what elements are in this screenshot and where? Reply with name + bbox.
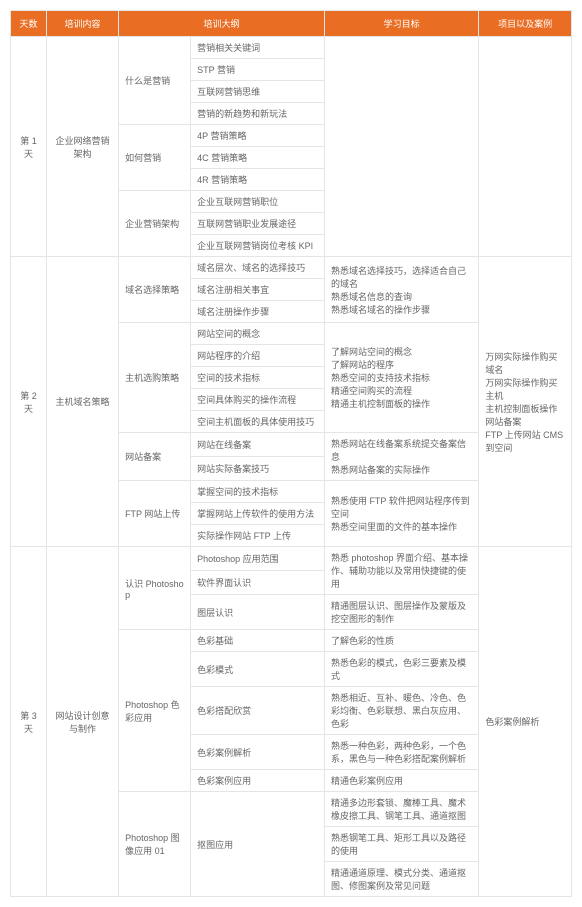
d1s1r2: STP 营销 xyxy=(191,59,325,81)
d2s3r2: 网站实际备案技巧 xyxy=(191,457,325,481)
d2s1-goal: 熟悉域名选择技巧，选择适合自己的域名熟悉域名信息的查询熟悉域名域名的操作步骤 xyxy=(324,257,478,323)
d3s3g3: 精通通道原理、模式分类、通道抠图、修图案例及常见问题 xyxy=(324,862,478,897)
d2s3-goal: 熟悉网站在线备案系统提交备案信息熟悉网站备案的实际操作 xyxy=(324,433,478,481)
d2s4r2: 掌握网站上传软件的使用方法 xyxy=(191,503,325,525)
d3s1r2: 软件界面认识 xyxy=(191,571,325,595)
day2-label: 第 2 天 xyxy=(11,257,47,547)
hdr-case: 项目以及案例 xyxy=(479,11,572,37)
header-row: 天数 培训内容 培训大纲 学习目标 项目以及案例 xyxy=(11,11,572,37)
d2s2-goal: 了解网站空间的概念了解网站的程序熟悉空间的支持技术指标精通空间购买的流程精通主机… xyxy=(324,323,478,433)
d3s2g3: 熟悉相近、互补、暖色、冷色、色彩均衡、色彩联想、黑白灰应用、色彩 xyxy=(324,687,478,735)
d3s2r5: 色彩案例应用 xyxy=(191,770,325,792)
d2s1r2: 域名注册相关事宜 xyxy=(191,279,325,301)
d2s4r1: 掌握空间的技术指标 xyxy=(191,481,325,503)
hdr-outline: 培训大纲 xyxy=(119,11,325,37)
d3s2r2: 色彩模式 xyxy=(191,652,325,687)
d3s2-name: Photoshop 色彩应用 xyxy=(119,630,191,792)
hdr-content: 培训内容 xyxy=(47,11,119,37)
d3s3g2: 熟悉钢笔工具、矩形工具以及路径的使用 xyxy=(324,827,478,862)
d3s2g1: 了解色彩的性质 xyxy=(324,630,478,652)
d2s4r3: 实际操作网站 FTP 上传 xyxy=(191,525,325,547)
d2s2r3: 空间的技术指标 xyxy=(191,367,325,389)
d1s1r1: 营销相关关键词 xyxy=(191,37,325,59)
d1s3r3: 企业互联网营销岗位考核 KPI xyxy=(191,235,325,257)
d3s2r1: 色彩基础 xyxy=(191,630,325,652)
d3s2g4: 熟悉一种色彩，两种色彩，一个色系，黑色与一种色彩搭配案例解析 xyxy=(324,735,478,770)
d2s4-name: FTP 网站上传 xyxy=(119,481,191,547)
day3-content: 网站设计创意与制作 xyxy=(47,547,119,897)
d3s1g1: 熟悉 photoshop 界面介绍、基本操作、辅助功能以及常用快捷键的使用 xyxy=(324,547,478,595)
d3s2g5: 精通色彩案例应用 xyxy=(324,770,478,792)
d2s2r5: 空间主机面板的具体使用技巧 xyxy=(191,411,325,433)
d3s3g1: 精通多边形套锁、魔棒工具、魔术橡皮擦工具、钢笔工具、通道抠图 xyxy=(324,792,478,827)
d3s1g2: 精通图层认识、图层操作及蒙版及挖空图形的制作 xyxy=(324,595,478,630)
day1-content: 企业网络营销架构 xyxy=(47,37,119,257)
d2-case: 万网实际操作购买域名万网实际操作购买主机主机控制面板操作网站备案FTP 上传网站… xyxy=(479,257,572,547)
d3s1r3: 图层认识 xyxy=(191,595,325,630)
hdr-day: 天数 xyxy=(11,11,47,37)
d2s2r4: 空间具体购买的操作流程 xyxy=(191,389,325,411)
d1s3-name: 企业营销架构 xyxy=(119,191,191,257)
d3s2r4: 色彩案例解析 xyxy=(191,735,325,770)
d2s2r2: 网站程序的介绍 xyxy=(191,345,325,367)
d2s3r1: 网站在线备案 xyxy=(191,433,325,457)
d1-goal xyxy=(324,37,478,257)
day3-label: 第 3 天 xyxy=(11,547,47,897)
d2s3-name: 网站备案 xyxy=(119,433,191,481)
day2-content: 主机域名策略 xyxy=(47,257,119,547)
training-table: 天数 培训内容 培训大纲 学习目标 项目以及案例 第 1 天 企业网络营销架构 … xyxy=(10,10,572,897)
d3s2g2: 熟悉色彩的模式，色彩三要素及模式 xyxy=(324,652,478,687)
d3s2r3: 色彩搭配欣赏 xyxy=(191,687,325,735)
d1-case xyxy=(479,37,572,257)
d1s3r1: 企业互联网营销职位 xyxy=(191,191,325,213)
d1s2-name: 如何营销 xyxy=(119,125,191,191)
d1s2r1: 4P 营销策略 xyxy=(191,125,325,147)
d3s1-name: 认识 Photoshop xyxy=(119,547,191,630)
hdr-goal: 学习目标 xyxy=(324,11,478,37)
d1s1r4: 营销的新趋势和新玩法 xyxy=(191,103,325,125)
d3s3-name: Photoshop 图像应用 01 xyxy=(119,792,191,897)
d1s3r2: 互联网营销职业发展途径 xyxy=(191,213,325,235)
day1-label: 第 1 天 xyxy=(11,37,47,257)
d1s2r3: 4R 营销策略 xyxy=(191,169,325,191)
d3s1r1: Photoshop 应用范围 xyxy=(191,547,325,571)
d3-case: 色彩案例解析 xyxy=(479,547,572,897)
d2s2r1: 网站空间的概念 xyxy=(191,323,325,345)
d1s1-name: 什么是营销 xyxy=(119,37,191,125)
d1s1r3: 互联网营销思维 xyxy=(191,81,325,103)
d2s1r1: 域名层次、域名的选择技巧 xyxy=(191,257,325,279)
d2s1-name: 域名选择策略 xyxy=(119,257,191,323)
d2s4-goal: 熟悉使用 FTP 软件把网站程序传到空间熟悉空间里面的文件的基本操作 xyxy=(324,481,478,547)
d3s3r1: 抠图应用 xyxy=(191,792,325,897)
d2s2-name: 主机选购策略 xyxy=(119,323,191,433)
d1s2r2: 4C 营销策略 xyxy=(191,147,325,169)
d2s1r3: 域名注册操作步骤 xyxy=(191,301,325,323)
